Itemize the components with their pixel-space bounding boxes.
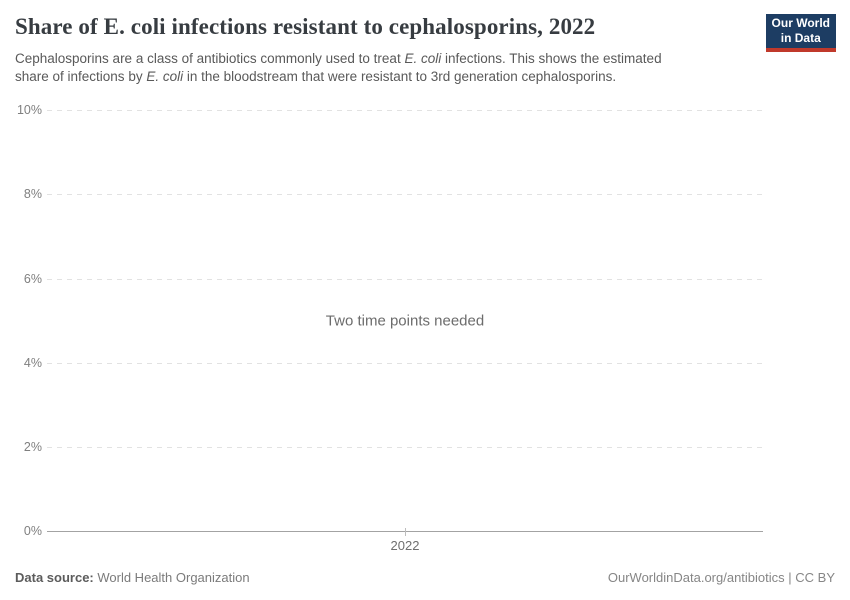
- gridline-4pct: [47, 363, 763, 364]
- empty-state-message: Two time points needed: [325, 312, 485, 330]
- data-source-label: Data source:: [15, 570, 94, 585]
- plot-area: 2022 Two time points needed: [47, 110, 763, 553]
- y-axis-label-10pct: 10%: [16, 103, 42, 117]
- chart-title: Share of E. coli infections resistant to…: [15, 14, 596, 39]
- gridline-10pct: [47, 110, 763, 111]
- data-source-note: Data source: World Health Organization: [15, 569, 250, 586]
- gridline-8pct: [47, 194, 763, 195]
- y-axis-label-6pct: 6%: [23, 272, 42, 286]
- gridline-6pct: [47, 279, 763, 280]
- chart-subtitle: Cephalosporins are a class of antibiotic…: [15, 51, 662, 84]
- y-axis-label-0pct: 0%: [23, 524, 42, 538]
- y-axis-label-2pct: 2%: [23, 440, 42, 454]
- data-source-value: World Health Organization: [93, 570, 250, 585]
- owid-logo[interactable]: Our World in Data: [765, 14, 836, 52]
- owid-logo-line1: Our World: [771, 16, 830, 30]
- x-tick-mark-2022: [405, 528, 406, 536]
- gridline-2pct: [47, 447, 763, 448]
- x-axis-label-2022: 2022: [390, 538, 420, 553]
- owid-logo-line2: in Data: [780, 31, 821, 45]
- y-axis-label-8pct: 8%: [23, 187, 42, 201]
- y-axis-label-4pct: 4%: [23, 356, 42, 370]
- attribution-link[interactable]: OurWorldinData.org/antibiotics | CC BY: [607, 570, 835, 585]
